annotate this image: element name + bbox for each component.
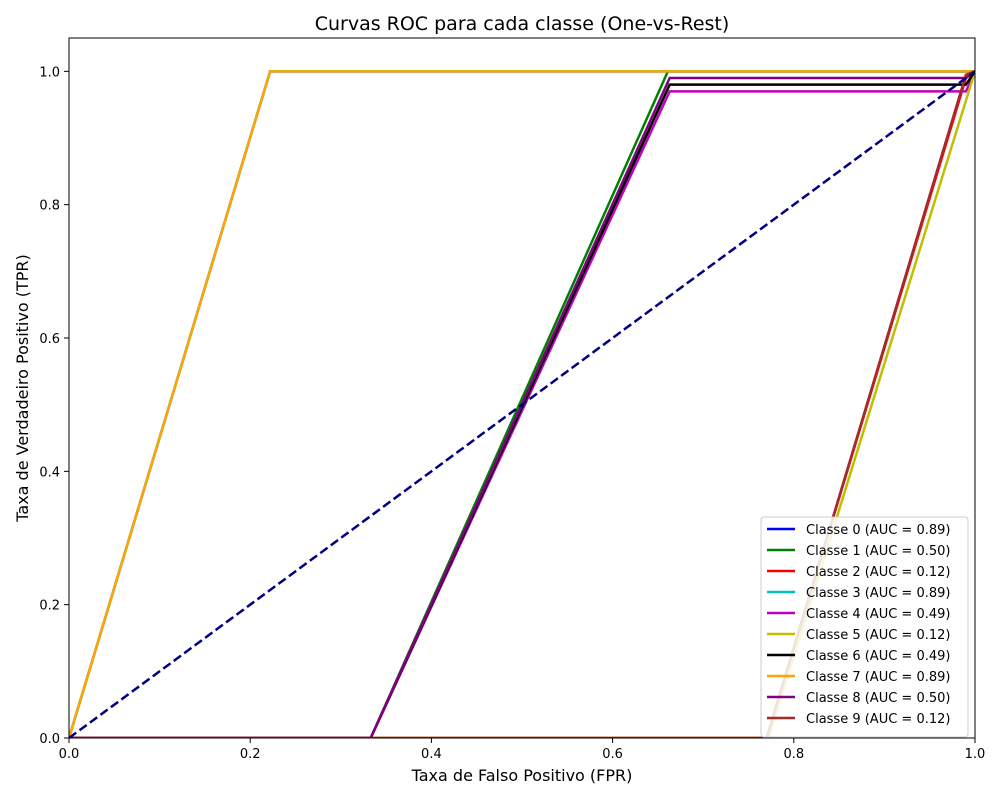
y-axis-title: Taxa de Verdadeiro Positivo (TPR) xyxy=(13,254,32,522)
legend-label: Classe 1 (AUC = 0.50) xyxy=(806,544,950,559)
legend-label: Classe 9 (AUC = 0.12) xyxy=(806,712,950,727)
legend-box xyxy=(760,516,969,738)
y-tick-label: 0.2 xyxy=(39,599,60,614)
legend-label: Classe 6 (AUC = 0.49) xyxy=(806,649,950,664)
legend-label: Classe 8 (AUC = 0.50) xyxy=(806,691,950,706)
x-tick-label: 0.0 xyxy=(59,747,80,762)
x-tick-label: 0.2 xyxy=(240,747,261,762)
reference-diagonal-line xyxy=(69,70,975,738)
y-tick-label: 1.0 xyxy=(39,65,60,80)
y-tick-label: 0.4 xyxy=(39,465,60,480)
x-tick-label: 0.8 xyxy=(783,747,804,762)
y-tick-label: 0.8 xyxy=(39,199,60,214)
legend-label: Classe 0 (AUC = 0.89) xyxy=(806,523,950,538)
series-line-classe-6 xyxy=(69,70,975,738)
x-axis: 0.0 0.2 0.4 0.6 0.8 1.0 xyxy=(59,738,986,762)
series-line-classe-5 xyxy=(69,70,975,738)
x-tick-label: 0.6 xyxy=(602,747,623,762)
legend-label: Classe 2 (AUC = 0.12) xyxy=(806,565,950,580)
x-axis-title: Taxa de Falso Positivo (FPR) xyxy=(411,766,633,785)
legend-label: Classe 4 (AUC = 0.49) xyxy=(806,607,950,622)
chart-title: Curvas ROC para cada classe (One-vs-Rest… xyxy=(315,13,730,35)
legend: Classe 0 (AUC = 0.89) Classe 1 (AUC = 0.5… xyxy=(760,516,969,738)
series-line-classe-9 xyxy=(69,70,975,738)
y-tick-label: 0.0 xyxy=(39,732,60,747)
legend-label: Classe 5 (AUC = 0.12) xyxy=(806,628,950,643)
series-line-classe-8 xyxy=(69,70,975,738)
y-tick-label: 0.6 xyxy=(39,332,60,347)
series-line-classe-4 xyxy=(69,70,975,738)
y-axis: 0.0 0.2 0.4 0.6 0.8 1.0 xyxy=(39,65,69,747)
legend-label: Classe 7 (AUC = 0.89) xyxy=(806,670,950,685)
x-tick-label: 1.0 xyxy=(965,747,986,762)
series-layer xyxy=(69,70,975,738)
x-tick-label: 0.4 xyxy=(421,747,442,762)
plot-frame xyxy=(68,37,976,739)
legend-label: Classe 3 (AUC = 0.89) xyxy=(806,586,950,601)
series-line-classe-7 xyxy=(69,70,975,738)
